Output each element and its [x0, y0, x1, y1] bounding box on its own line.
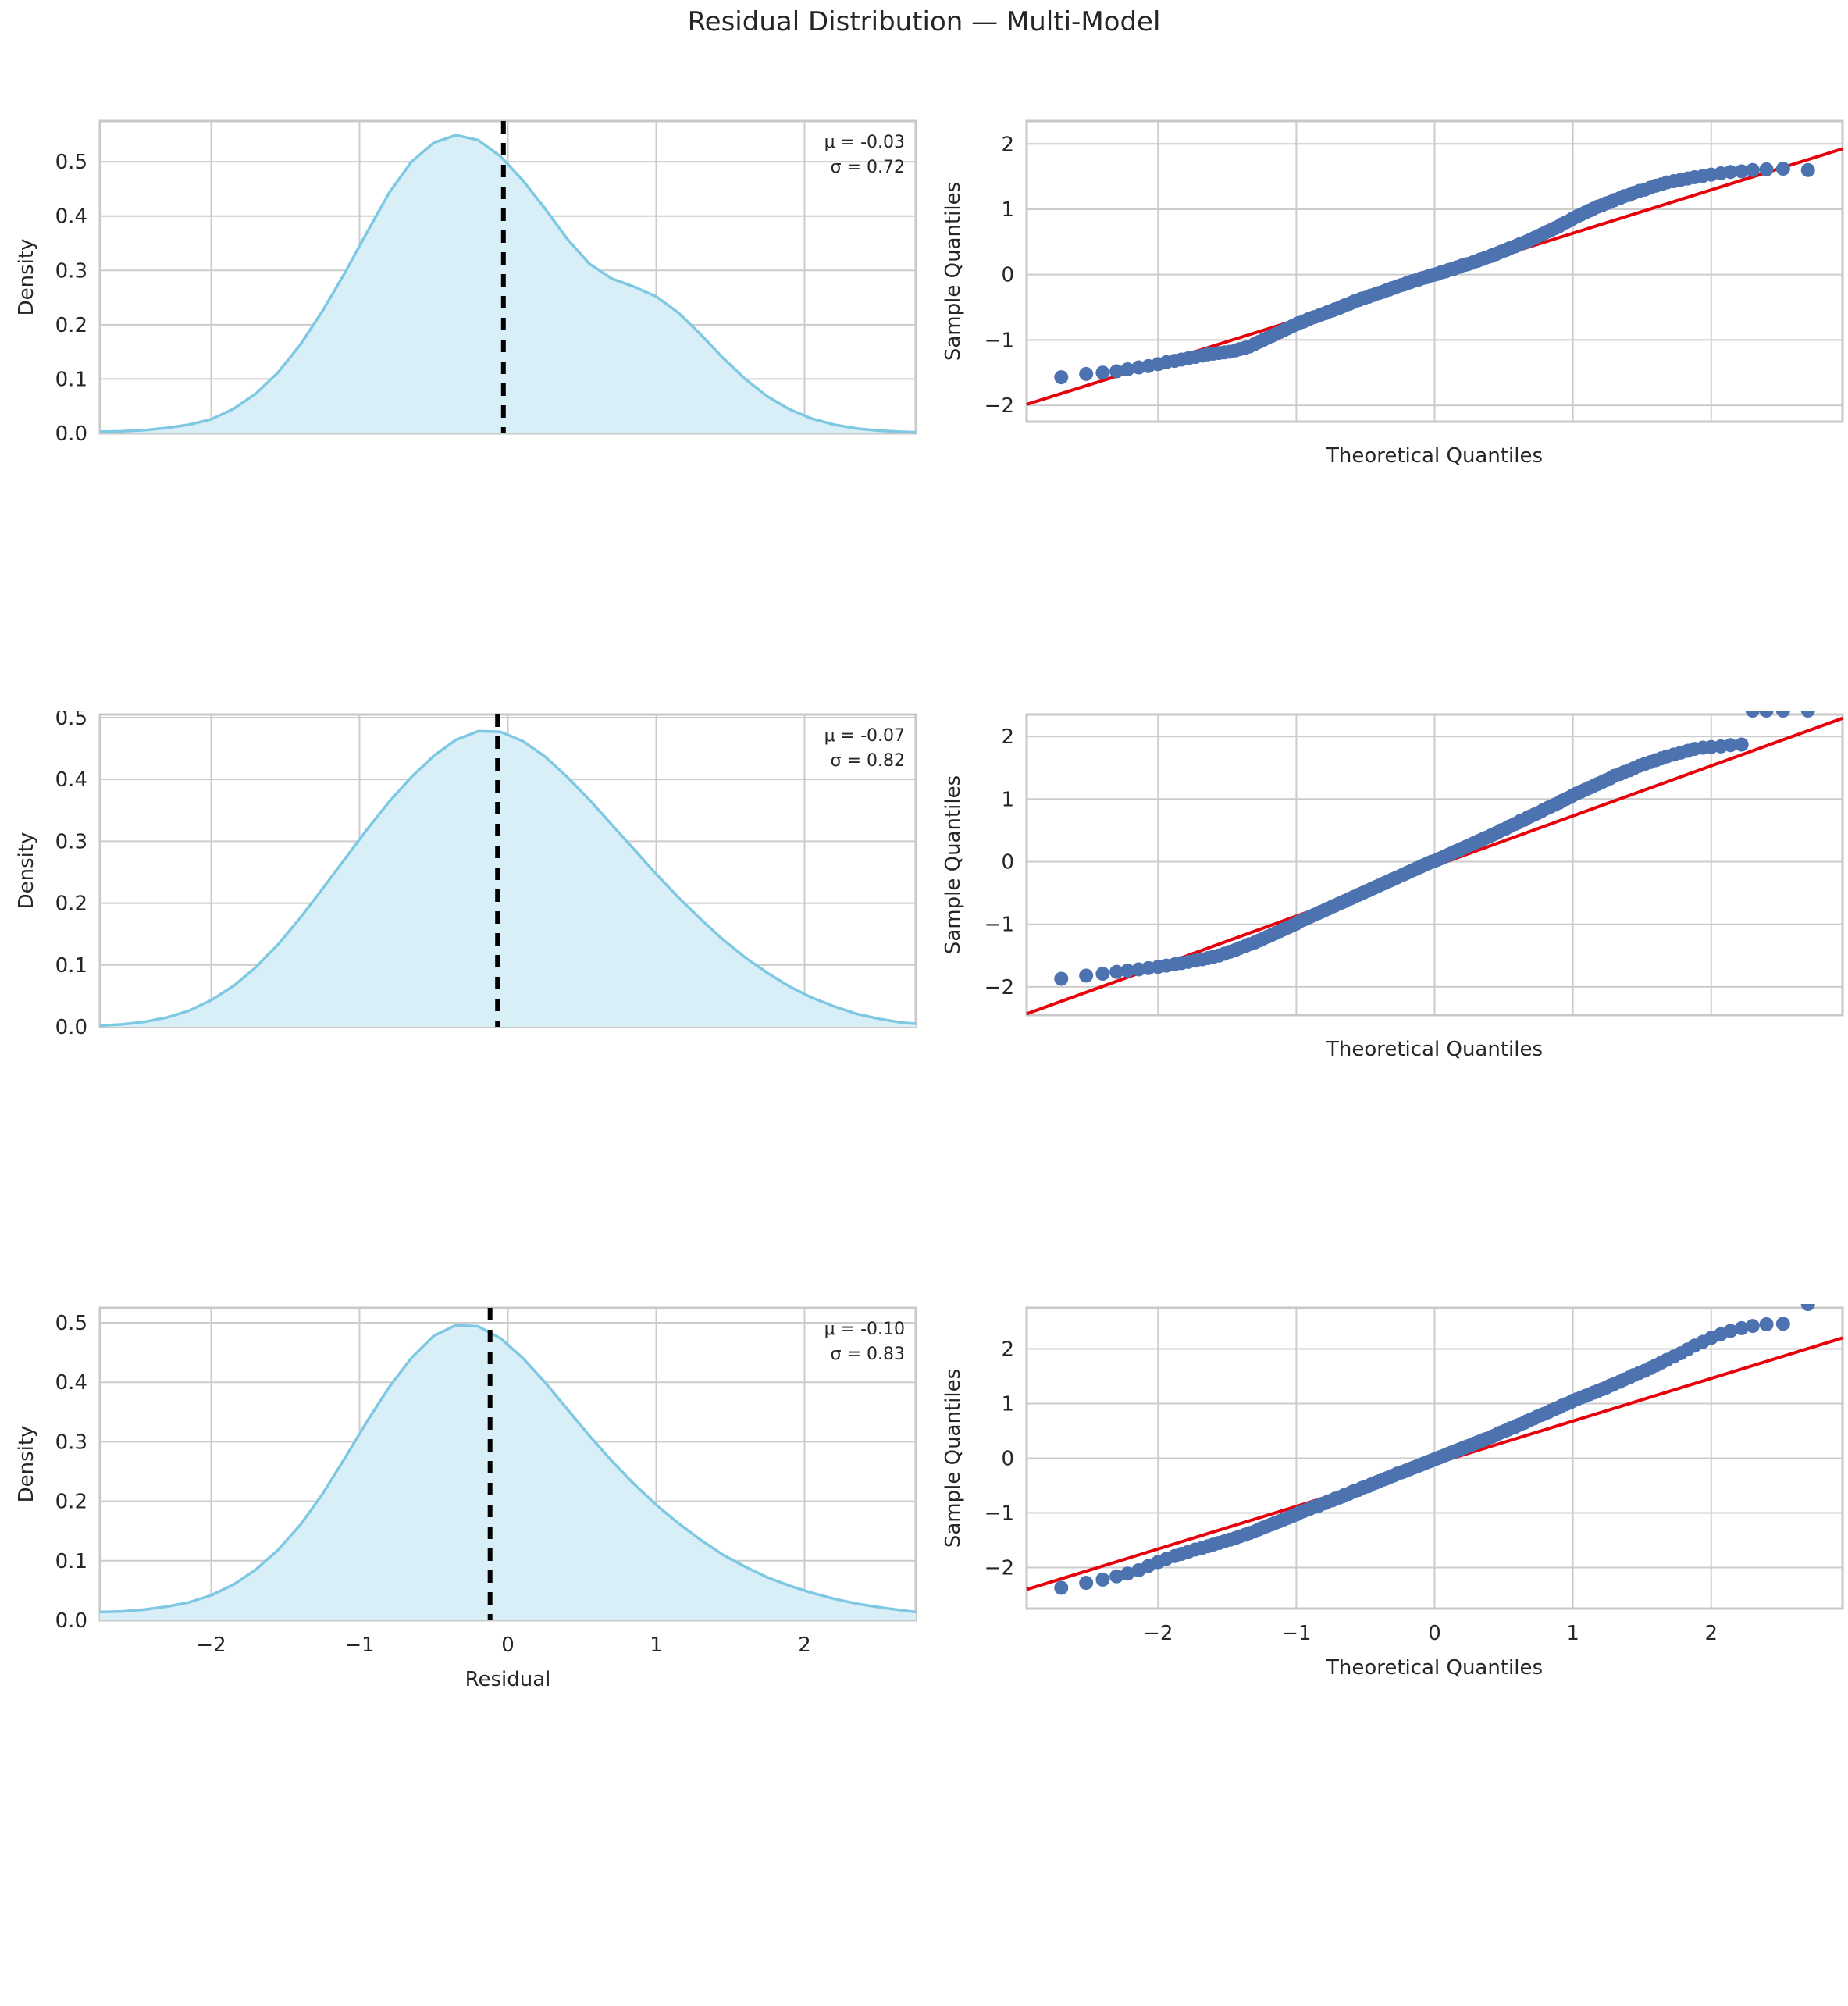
kde-curve [99, 729, 917, 1028]
y-tick-label: 2 [1001, 1338, 1014, 1362]
y-tick-label: 0.0 [55, 1016, 87, 1039]
y-tick-label: 0 [1001, 850, 1014, 874]
y-axis-label: Sample Quantiles [942, 1369, 965, 1548]
y-tick-label: 0.0 [55, 422, 87, 446]
y-axis-label: Density [15, 832, 38, 910]
plot-frame [1025, 713, 1844, 1017]
x-tick-label: 0 [1428, 1622, 1441, 1645]
x-axis-label: Theoretical Quantiles [1326, 1038, 1543, 1061]
y-tick-label: 0.2 [55, 314, 87, 337]
sigma-annotation: σ = 0.82 [831, 751, 905, 771]
y-tick-label: −1 [985, 914, 1014, 937]
figure-title: Residual Distribution — Multi-Model [687, 6, 1161, 37]
y-tick-label: −1 [985, 329, 1014, 352]
mu-annotation: μ = -0.07 [824, 726, 905, 746]
mu-annotation: μ = -0.10 [824, 1320, 905, 1339]
y-tick-label: −2 [985, 976, 1014, 999]
x-tick-label: −2 [196, 1634, 226, 1657]
y-tick-label: 0.4 [55, 1371, 87, 1395]
plot-frame [1025, 119, 1844, 423]
y-tick-label: 0.1 [55, 368, 87, 391]
y-axis-label: Density [15, 239, 38, 316]
y-tick-label: 0.1 [55, 954, 87, 978]
y-tick-label: 0 [1001, 264, 1014, 287]
y-tick-label: −1 [985, 1502, 1014, 1526]
kde-fill [100, 731, 916, 1027]
mu-annotation: μ = -0.03 [824, 133, 905, 152]
y-tick-label: 0.3 [55, 1431, 87, 1454]
y-tick-label: 0.2 [55, 1491, 87, 1514]
qq-points [1054, 711, 1815, 986]
x-tick-label: 1 [1566, 1622, 1579, 1645]
panel-mlp-kde: MLP — KDEμ = -0.10σ = 0.830.00.10.20.30.… [0, 1304, 921, 1694]
sigma-annotation: σ = 0.72 [831, 158, 905, 177]
x-tick-label: 1 [650, 1634, 663, 1657]
y-tick-label: 0.4 [55, 768, 87, 792]
x-tick-label: 2 [798, 1634, 811, 1657]
y-tick-label: 0.5 [55, 151, 87, 174]
sigma-annotation: σ = 0.83 [831, 1345, 905, 1364]
y-tick-label: −2 [985, 1557, 1014, 1580]
y-axis-label: Density [15, 1426, 38, 1503]
panel-rf-kde: RF — KDEμ = -0.03σ = 0.720.00.10.20.30.4… [0, 117, 921, 476]
y-tick-label: 1 [1001, 1393, 1014, 1416]
y-tick-label: 2 [1001, 133, 1014, 156]
y-tick-label: 0.5 [55, 1312, 87, 1335]
qq-points [1054, 1304, 1815, 1595]
y-tick-label: 2 [1001, 725, 1014, 749]
y-tick-label: 0.3 [55, 259, 87, 283]
y-axis-label: Sample Quantiles [942, 182, 965, 361]
kde-curve [99, 134, 917, 434]
x-axis-label: Theoretical Quantiles [1326, 1656, 1543, 1680]
x-tick-label: −1 [344, 1634, 374, 1657]
x-tick-label: 2 [1704, 1622, 1718, 1645]
y-axis-label: Sample Quantiles [942, 775, 965, 954]
x-axis-label: Theoretical Quantiles [1326, 444, 1543, 468]
kde-fill [100, 1325, 916, 1620]
y-tick-label: 0.4 [55, 205, 87, 229]
kde-curve [99, 1324, 917, 1614]
y-tick-label: 0.0 [55, 1609, 87, 1633]
y-tick-label: 0.3 [55, 830, 87, 853]
panel-lr-kde: LR — KDEμ = -0.07σ = 0.820.00.10.20.30.4… [0, 711, 921, 1070]
y-tick-label: 0.5 [55, 711, 87, 730]
kde-fill [100, 135, 916, 433]
y-tick-label: 0.1 [55, 1550, 87, 1573]
gridlines [1027, 1308, 1843, 1609]
x-tick-label: 0 [501, 1634, 515, 1657]
plot-frame [1025, 1306, 1844, 1610]
y-tick-label: 1 [1001, 788, 1014, 811]
x-tick-label: −2 [1143, 1622, 1173, 1645]
y-tick-label: 0.2 [55, 893, 87, 916]
x-tick-label: −1 [1281, 1622, 1311, 1645]
y-tick-label: 0 [1001, 1448, 1014, 1471]
x-axis-label: Residual [465, 1668, 551, 1691]
y-tick-label: 1 [1001, 198, 1014, 222]
y-tick-label: −2 [985, 394, 1014, 418]
qq-points [1054, 162, 1815, 385]
